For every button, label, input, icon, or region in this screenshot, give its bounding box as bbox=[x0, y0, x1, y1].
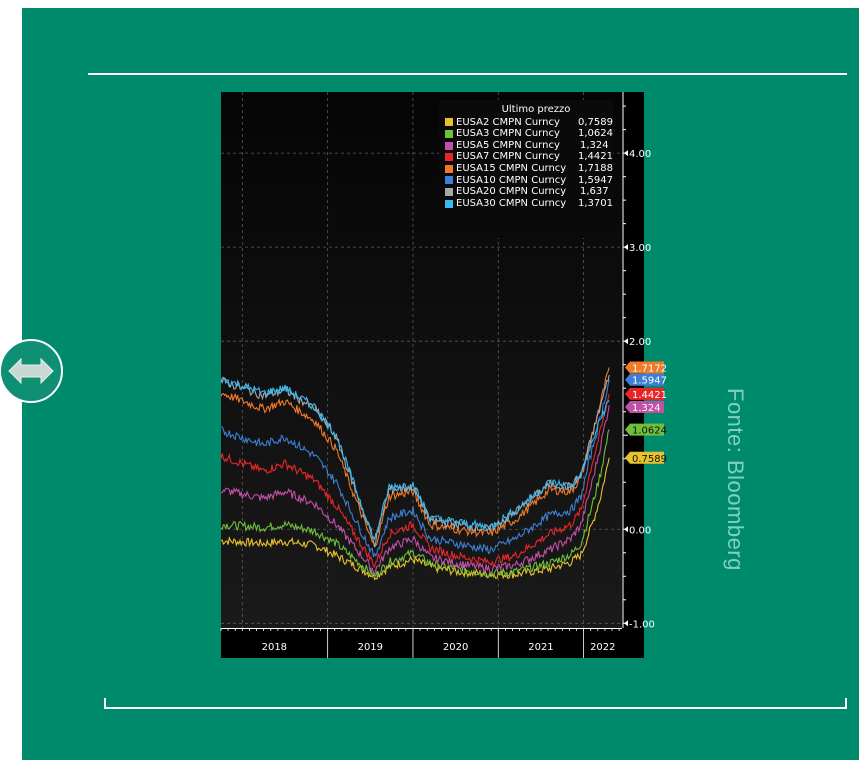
legend-swatch bbox=[445, 129, 453, 138]
y-axis-marker bbox=[624, 150, 628, 157]
end-value-tag: 1.7172 bbox=[625, 361, 667, 375]
legend-series-name: EUSA3 CMPN Curncy bbox=[456, 128, 560, 140]
y-tick-label: 4.00 bbox=[629, 149, 651, 160]
end-value-tag: 1.5947 bbox=[625, 373, 667, 387]
end-value-tag-label: 0.7589 bbox=[632, 454, 667, 465]
end-value-tag-shape bbox=[625, 423, 664, 436]
y-tick-label: 0.00 bbox=[629, 525, 651, 536]
legend-swatch bbox=[445, 153, 453, 162]
legend-series-value: 1,3701 bbox=[578, 197, 613, 209]
end-value-tag-shape bbox=[625, 387, 664, 400]
resize-arrows-button[interactable] bbox=[0, 339, 63, 403]
legend-series-name: EUSA10 CMPN Curncy bbox=[456, 174, 567, 186]
end-value-tag-shape bbox=[625, 373, 664, 386]
series-line bbox=[220, 376, 610, 541]
y-axis-marker bbox=[624, 526, 628, 533]
series-line bbox=[221, 379, 610, 558]
legend-series-name: EUSA7 CMPN Curncy bbox=[456, 151, 560, 163]
x-tick-label: 2022 bbox=[590, 642, 615, 653]
legend-series-value: 1,7188 bbox=[578, 162, 613, 174]
end-value-tag-label: 1.324 bbox=[632, 403, 661, 414]
legend-series-name: EUSA5 CMPN Curncy bbox=[456, 139, 560, 151]
y-axis-marker bbox=[624, 620, 628, 627]
end-value-tag-label: 1.5947 bbox=[632, 376, 667, 387]
y-axis-marker bbox=[624, 244, 628, 251]
legend-entry: EUSA30 CMPN Curncy 1,3701 bbox=[439, 198, 613, 210]
bottom-bracket-divider bbox=[104, 698, 847, 709]
series-line bbox=[220, 405, 610, 577]
line-chart: 4.00 3.00 2.00 0.00 -1.00 2018 2019 2020 2021 202… bbox=[220, 92, 667, 658]
x-tick-label: 2019 bbox=[358, 642, 383, 653]
end-value-tag: 1.324 bbox=[625, 401, 664, 414]
double-arrow-icon bbox=[8, 357, 54, 385]
legend-series-name: EUSA20 CMPN Curncy bbox=[456, 186, 567, 198]
legend-series-value: 1,324 bbox=[580, 139, 609, 151]
legend-series-value: 1,0624 bbox=[578, 128, 613, 140]
legend-entry: EUSA20 CMPN Curncy 1,637 bbox=[439, 186, 613, 198]
legend-entry: EUSA2 CMPN Curncy 0,7589 bbox=[439, 117, 613, 129]
legend-series-name: EUSA2 CMPN Curncy bbox=[456, 116, 560, 128]
legend-series-value: 1,637 bbox=[580, 186, 609, 198]
end-value-tag: 0.7589 bbox=[625, 451, 667, 465]
end-value-tag: 1.0624 bbox=[625, 423, 667, 437]
legend-entry: EUSA3 CMPN Curncy 1,0624 bbox=[439, 128, 613, 140]
series-line bbox=[220, 393, 610, 568]
end-value-tag-label: 1.0624 bbox=[632, 426, 667, 437]
end-value-tag: 1.4421 bbox=[625, 387, 667, 401]
x-axis-band bbox=[221, 628, 644, 658]
legend-entry: EUSA15 CMPN Curncy 1,7188 bbox=[439, 163, 613, 175]
x-tick-label: 2018 bbox=[262, 642, 287, 653]
legend-swatch bbox=[445, 141, 453, 150]
end-value-tag-shape bbox=[625, 451, 664, 464]
legend-swatch bbox=[445, 199, 453, 208]
legend-entry: EUSA5 CMPN Curncy 1,324 bbox=[439, 140, 613, 152]
legend-swatch bbox=[445, 118, 453, 127]
end-value-tag-label: 1.7172 bbox=[632, 364, 667, 375]
legend-series-value: 1,5947 bbox=[578, 174, 613, 186]
legend-title: Ultimo prezzo bbox=[501, 104, 571, 115]
series-line bbox=[220, 367, 610, 547]
end-value-tag-label: 1.4421 bbox=[632, 390, 667, 401]
series-line bbox=[220, 457, 610, 581]
end-value-tag-shape bbox=[625, 401, 664, 414]
legend-series-value: 1,4421 bbox=[578, 151, 613, 163]
y-axis-marker bbox=[624, 338, 628, 345]
legend-entry: EUSA7 CMPN Curncy 1,4421 bbox=[439, 151, 613, 163]
end-value-tag-shape bbox=[625, 361, 664, 374]
legend-swatch bbox=[445, 164, 453, 173]
chart-frame: 4.00 3.00 2.00 0.00 -1.00 2018 2019 2020 2021 202… bbox=[220, 92, 667, 658]
x-tick-label: 2021 bbox=[528, 642, 553, 653]
legend-series-value: 0,7589 bbox=[578, 116, 613, 128]
legend-swatch bbox=[445, 187, 453, 196]
legend-series-name: EUSA15 CMPN Curncy bbox=[456, 162, 567, 174]
source-note: Fonte: Bloomberg bbox=[723, 388, 748, 571]
y-tick-label: 2.00 bbox=[629, 337, 651, 348]
chart-legend: Ultimo prezzo EUSA2 CMPN Curncy 0,7589 E… bbox=[439, 100, 613, 238]
y-tick-label: 3.00 bbox=[629, 243, 651, 254]
legend-swatch bbox=[445, 176, 453, 185]
x-tick-label: 2020 bbox=[443, 642, 468, 653]
legend-entry: EUSA10 CMPN Curncy 1,5947 bbox=[439, 175, 613, 187]
y-tick-label: -1.00 bbox=[629, 619, 655, 630]
legend-series-name: EUSA30 CMPN Curncy bbox=[456, 197, 567, 209]
series-line bbox=[220, 429, 610, 579]
top-divider bbox=[88, 73, 847, 75]
